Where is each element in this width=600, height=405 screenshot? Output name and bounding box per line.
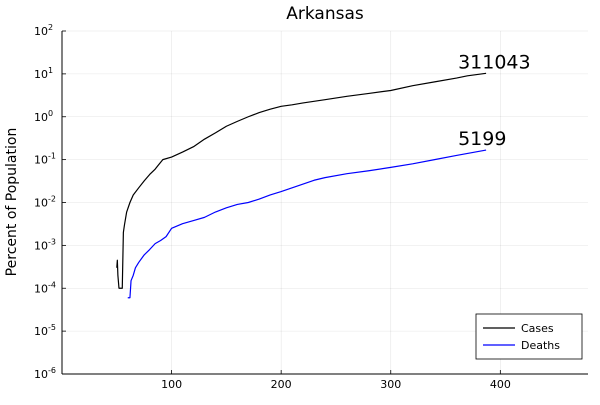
y-tick-label: 10-1 bbox=[34, 152, 56, 167]
x-ticks: 100 200 300 400 bbox=[161, 370, 511, 391]
series-layer bbox=[116, 72, 487, 299]
x-tick-label: 200 bbox=[271, 378, 292, 391]
legend-label-deaths: Deaths bbox=[521, 339, 560, 352]
y-axis-label: Percent of Population bbox=[4, 128, 20, 277]
y-tick-label: 10-3 bbox=[34, 237, 56, 252]
legend: Cases Deaths bbox=[475, 313, 583, 360]
x-tick-label: 300 bbox=[380, 378, 401, 391]
end-label-cases: 311043 bbox=[458, 51, 531, 73]
y-tick-label: 10-2 bbox=[34, 195, 56, 210]
end-label-deaths: 5199 bbox=[458, 128, 506, 150]
y-tick-label: 100 bbox=[34, 109, 53, 124]
y-ticks: 102 101 100 10-1 10-2 10-3 10-4 10-5 10-6 bbox=[34, 23, 66, 381]
y-tick-label: 101 bbox=[34, 66, 53, 81]
series-line-cases bbox=[116, 72, 487, 289]
x-tick-label: 400 bbox=[490, 378, 511, 391]
end-labels: 311043 5199 bbox=[458, 51, 531, 150]
chart-title: Arkansas bbox=[286, 4, 364, 24]
x-tick-label: 100 bbox=[161, 378, 182, 391]
y-tick-label: 10-5 bbox=[34, 323, 56, 338]
y-tick-label: 102 bbox=[34, 23, 53, 38]
legend-box bbox=[475, 313, 583, 360]
y-tick-label: 10-4 bbox=[34, 280, 56, 295]
legend-label-cases: Cases bbox=[521, 322, 554, 335]
series-line-deaths bbox=[127, 149, 487, 299]
y-tick-label: 10-6 bbox=[34, 366, 56, 381]
